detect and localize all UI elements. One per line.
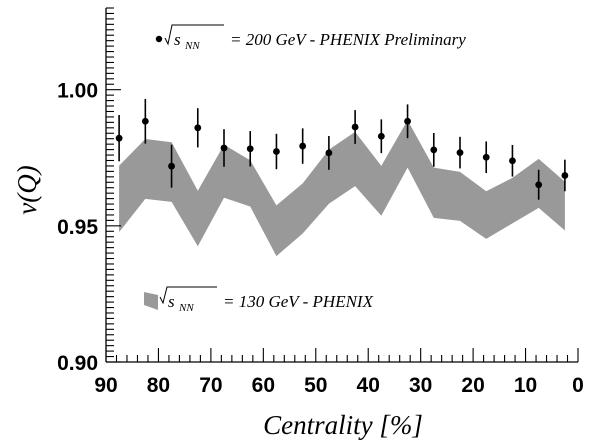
point-marker	[115, 134, 123, 142]
legend-entry-130gev: s NN = 130 GeV - PHENIX	[144, 286, 374, 314]
x-axis-title: Centrality [%]	[263, 410, 423, 440]
x-tick-label: 30	[409, 374, 432, 397]
data-point	[456, 136, 464, 169]
sqrt-symbol-icon	[164, 24, 224, 46]
data-point	[299, 128, 307, 164]
point-marker	[456, 149, 464, 156]
x-tick-label: 10	[514, 374, 537, 397]
x-tick-label: 50	[304, 374, 327, 397]
data-point	[246, 131, 254, 167]
axes	[105, 8, 578, 363]
point-marker	[220, 144, 228, 152]
legend-marker-band	[144, 292, 158, 310]
y-tick-label: 0.95	[57, 216, 98, 239]
data-point	[115, 115, 123, 162]
point-marker	[246, 145, 254, 153]
x-tick-label: 80	[147, 374, 170, 397]
y-tick-label: 0.90	[57, 352, 98, 375]
data-point	[141, 98, 149, 144]
point-marker	[194, 124, 202, 132]
legend-200-label: = 200 GeV - PHENIX Preliminary	[230, 30, 466, 49]
point-marker	[509, 157, 516, 165]
data-point	[351, 110, 359, 144]
data-point	[430, 132, 438, 167]
data-point	[377, 119, 385, 154]
point-marker	[273, 148, 280, 155]
x-tick-label: 60	[252, 374, 275, 397]
points-200gev	[115, 98, 569, 200]
point-marker	[430, 146, 438, 154]
data-point	[325, 135, 333, 170]
band-130gev	[119, 120, 565, 257]
y-ticks: 0.90 0.95 1.00	[57, 7, 121, 375]
point-marker	[482, 153, 490, 161]
x-tick-label: 20	[461, 374, 484, 397]
band-area	[119, 120, 565, 257]
y-axis-title: v(Q)	[12, 165, 42, 214]
data-point	[404, 104, 411, 139]
y-tick-label: 1.00	[57, 80, 98, 103]
point-marker	[325, 149, 333, 157]
data-point	[509, 144, 516, 177]
point-marker	[561, 172, 569, 179]
point-marker	[141, 117, 149, 125]
data-point	[194, 108, 202, 148]
data-point	[561, 159, 569, 192]
point-marker	[535, 181, 543, 189]
data-point	[482, 141, 490, 174]
legend-200-s: s	[174, 30, 181, 49]
legend-marker-point	[155, 35, 163, 43]
point-marker	[377, 132, 385, 140]
x-tick-label: 0	[572, 374, 584, 397]
x-tick-label: 70	[199, 374, 222, 397]
data-point	[168, 144, 175, 188]
data-point	[535, 169, 543, 200]
point-marker	[299, 142, 307, 150]
legend-entry-200gev: s NN = 200 GeV - PHENIX Preliminary	[155, 24, 466, 52]
x-tick-label: 90	[94, 374, 117, 397]
legend-130-s: s	[168, 292, 175, 311]
legend-130-sub: NN	[178, 302, 194, 314]
legend-130-label: = 130 GeV - PHENIX	[223, 292, 374, 311]
x-ticks: 90 80 70 60 50 40 30 20 10 0	[94, 348, 584, 397]
point-marker	[168, 162, 175, 170]
point-marker	[404, 117, 411, 125]
data-point	[220, 129, 228, 167]
point-marker	[351, 123, 359, 131]
sqrt-symbol-icon	[159, 286, 217, 305]
x-tick-label: 40	[357, 374, 380, 397]
data-point	[273, 133, 280, 170]
legend-200-sub: NN	[184, 40, 200, 52]
